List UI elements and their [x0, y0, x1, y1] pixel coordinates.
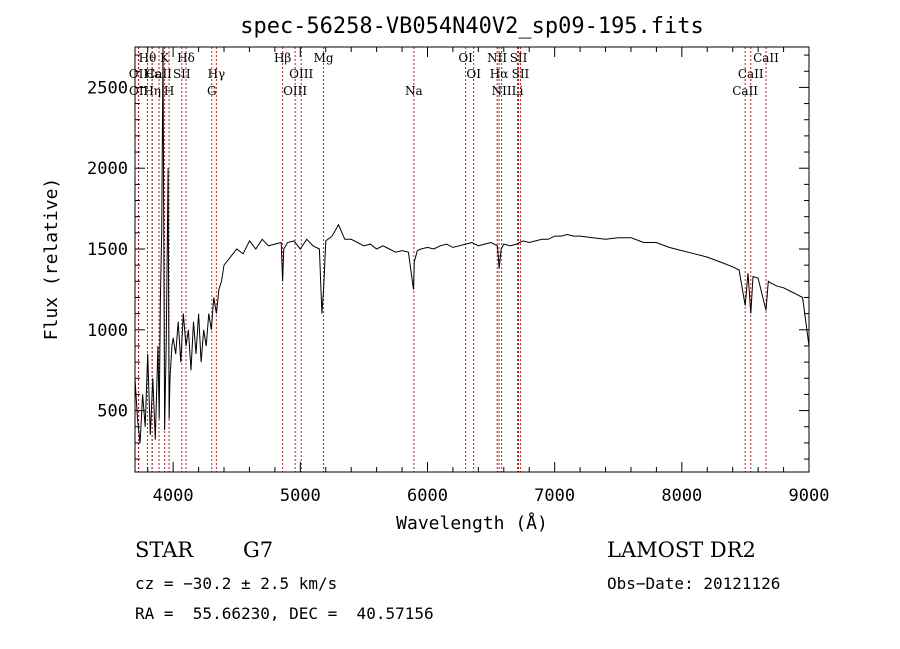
line-label: CaII — [738, 67, 764, 81]
line-label: Hα — [490, 67, 509, 81]
x-tick-label: 8000 — [661, 486, 702, 506]
line-label: Hδ — [177, 51, 195, 65]
y-axis-label: Flux (relative) — [41, 178, 62, 341]
line-label: CaII — [753, 51, 779, 65]
line-label: Li — [512, 84, 524, 98]
line-label: CaII — [732, 84, 758, 98]
coordinates-text: RA = 55.66230, DEC = 40.57156 — [135, 604, 434, 623]
plot-frame — [134, 46, 810, 473]
redshift-text: cz = −30.2 ± 2.5 km/s — [135, 574, 338, 593]
spectrum-line — [134, 46, 810, 443]
x-tick-label: 4000 — [153, 486, 194, 506]
y-tick-label: 2000 — [87, 159, 128, 179]
line-label: K — [160, 51, 170, 65]
line-label: Hγ — [208, 67, 226, 81]
line-label: Na — [405, 84, 423, 98]
line-label: OII — [129, 67, 149, 81]
y-tick-label: 2500 — [87, 78, 128, 98]
survey-name: LAMOST DR2 — [607, 538, 756, 562]
x-tick-label: 6000 — [407, 486, 448, 506]
x-tick-label: 9000 — [789, 486, 830, 506]
y-tick-label: 1000 — [87, 321, 128, 341]
line-label: Hε — [144, 67, 161, 81]
line-label: OI — [466, 67, 481, 81]
line-label: G — [207, 84, 217, 98]
line-label: SII — [512, 67, 530, 81]
spectral-line-markers — [137, 47, 767, 472]
x-axis: 4000 5000 6000 7000 8000 9000 — [147, 47, 830, 506]
line-label: OIII — [289, 67, 313, 81]
line-label: H — [164, 84, 174, 98]
line-label: NII — [492, 84, 512, 98]
line-label: Hβ — [274, 51, 291, 65]
line-label: SII — [173, 67, 191, 81]
y-axis: 500 1000 1500 2000 2500 — [87, 54, 809, 460]
x-tick-label: 7000 — [534, 486, 575, 506]
line-label: SII — [510, 51, 528, 65]
line-label: Hθ — [139, 51, 157, 65]
object-subclass: G7 — [243, 538, 274, 562]
line-label: NII — [487, 51, 507, 65]
x-tick-label: 5000 — [280, 486, 321, 506]
x-axis-label: Wavelength (Å) — [396, 512, 548, 534]
line-label: OIII — [283, 84, 307, 98]
y-tick-label: 1500 — [87, 240, 128, 260]
obs-date-text: Obs−Date: 20121126 — [607, 574, 781, 593]
line-label: Hη — [143, 84, 161, 98]
line-label: OI — [458, 51, 473, 65]
chart-title: spec-56258-VB054N40V2_sp09-195.fits — [240, 14, 704, 39]
line-label: CaII — [146, 67, 172, 81]
object-class: STAR — [135, 538, 194, 562]
line-label: Mg — [314, 51, 334, 65]
y-tick-label: 500 — [97, 402, 128, 422]
